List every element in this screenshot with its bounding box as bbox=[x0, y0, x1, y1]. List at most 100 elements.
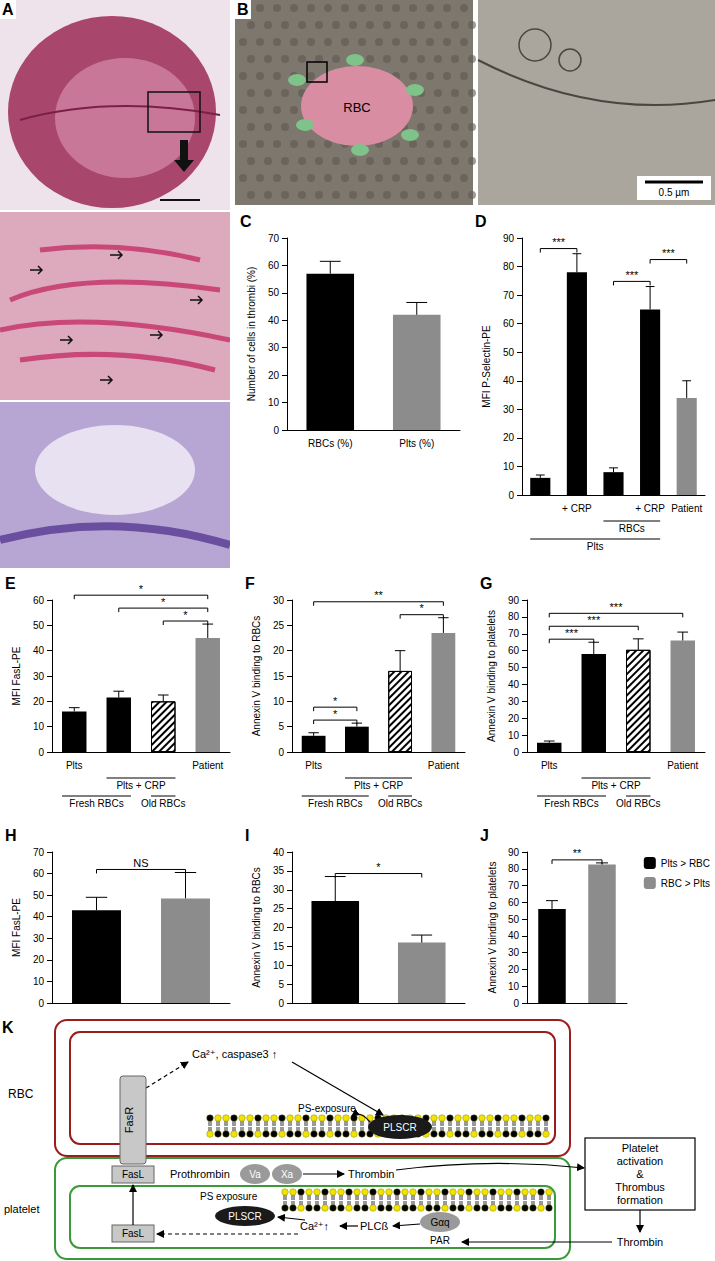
svg-text:RBC: RBC bbox=[8, 1087, 34, 1101]
svg-text:70: 70 bbox=[268, 233, 280, 244]
svg-text:Fresh RBCs: Fresh RBCs bbox=[69, 798, 123, 809]
svg-text:+ CRP: + CRP bbox=[635, 503, 665, 514]
svg-text:10: 10 bbox=[33, 976, 45, 987]
svg-text:80: 80 bbox=[508, 863, 520, 874]
svg-text:20: 20 bbox=[273, 645, 285, 656]
svg-text:0: 0 bbox=[38, 747, 44, 758]
svg-text:50: 50 bbox=[33, 620, 45, 631]
svg-text:40: 40 bbox=[268, 315, 280, 326]
svg-text:10: 10 bbox=[273, 960, 285, 971]
svg-text:***: *** bbox=[662, 247, 676, 259]
svg-text:*: * bbox=[183, 609, 188, 621]
svg-text:0: 0 bbox=[513, 998, 519, 1009]
svg-text:*: * bbox=[161, 596, 166, 608]
svg-text:MFI FasL-PE: MFI FasL-PE bbox=[11, 898, 22, 957]
svg-text:Old RBCs: Old RBCs bbox=[378, 798, 422, 809]
svg-text:70: 70 bbox=[508, 880, 520, 891]
svg-text:B: B bbox=[237, 1, 249, 18]
svg-text:*: * bbox=[420, 602, 425, 614]
svg-text:Gαq: Gαq bbox=[430, 1217, 449, 1228]
svg-text:30: 30 bbox=[33, 671, 45, 682]
svg-text:**: ** bbox=[573, 847, 582, 859]
svg-text:20: 20 bbox=[273, 922, 285, 933]
svg-text:Patient: Patient bbox=[428, 760, 459, 771]
svg-text:*: * bbox=[333, 695, 338, 707]
svg-text:Fresh RBCs: Fresh RBCs bbox=[544, 798, 598, 809]
svg-text:70: 70 bbox=[33, 847, 45, 858]
svg-text:*: * bbox=[376, 861, 381, 873]
svg-text:40: 40 bbox=[33, 911, 45, 922]
svg-text:Xa: Xa bbox=[281, 1169, 294, 1180]
svg-text:20: 20 bbox=[508, 713, 520, 724]
svg-text:0: 0 bbox=[508, 490, 514, 501]
svg-text:30: 30 bbox=[508, 696, 520, 707]
svg-text:Patient: Patient bbox=[671, 503, 702, 514]
svg-text:40: 40 bbox=[33, 645, 45, 656]
svg-text:30: 30 bbox=[503, 404, 515, 415]
svg-text:Plts: Plts bbox=[587, 541, 604, 552]
svg-text:30: 30 bbox=[273, 595, 285, 606]
svg-text:40: 40 bbox=[503, 375, 515, 386]
svg-text:RBC > Plts: RBC > Plts bbox=[661, 878, 710, 889]
svg-text:80: 80 bbox=[503, 261, 515, 272]
svg-text:&: & bbox=[636, 1168, 644, 1180]
svg-text:Thrombin: Thrombin bbox=[348, 1168, 394, 1180]
svg-text:30: 30 bbox=[268, 342, 280, 353]
svg-text:10: 10 bbox=[508, 730, 520, 741]
svg-text:Plts + CRP: Plts + CRP bbox=[591, 780, 641, 791]
svg-text:0: 0 bbox=[513, 747, 519, 758]
svg-text:10: 10 bbox=[268, 397, 280, 408]
svg-text:20: 20 bbox=[33, 696, 45, 707]
svg-text:NS: NS bbox=[133, 857, 148, 869]
svg-text:*: * bbox=[333, 708, 338, 720]
svg-text:40: 40 bbox=[273, 847, 285, 858]
svg-text:***: *** bbox=[565, 627, 579, 639]
svg-text:Va: Va bbox=[249, 1169, 261, 1180]
svg-text:Old RBCs: Old RBCs bbox=[141, 798, 185, 809]
svg-text:Thrombin: Thrombin bbox=[617, 1236, 663, 1248]
svg-text:C: C bbox=[240, 213, 252, 230]
svg-text:K: K bbox=[2, 1019, 14, 1036]
svg-text:90: 90 bbox=[503, 233, 515, 244]
svg-text:Plts + CRP: Plts + CRP bbox=[116, 780, 166, 791]
svg-text:5: 5 bbox=[278, 979, 284, 990]
svg-text:10: 10 bbox=[33, 721, 45, 732]
svg-text:PAR: PAR bbox=[430, 1235, 450, 1246]
svg-text:MFI FasL-PE: MFI FasL-PE bbox=[11, 646, 22, 705]
svg-text:Thrombus: Thrombus bbox=[615, 1181, 665, 1193]
svg-text:J: J bbox=[480, 827, 489, 844]
svg-text:50: 50 bbox=[508, 662, 520, 673]
svg-text:Plts: Plts bbox=[541, 760, 558, 771]
svg-text:60: 60 bbox=[33, 868, 45, 879]
svg-text:20: 20 bbox=[508, 964, 520, 975]
svg-text:80: 80 bbox=[508, 611, 520, 622]
svg-text:20: 20 bbox=[268, 370, 280, 381]
svg-text:MFI P-Selectin-PE: MFI P-Selectin-PE bbox=[481, 325, 492, 408]
svg-text:PLSCR: PLSCR bbox=[383, 1122, 416, 1133]
svg-text:60: 60 bbox=[503, 318, 515, 329]
svg-text:*: * bbox=[139, 583, 144, 595]
svg-text:G: G bbox=[480, 575, 492, 592]
svg-text:formation: formation bbox=[617, 1194, 663, 1206]
svg-text:0: 0 bbox=[278, 747, 284, 758]
svg-text:60: 60 bbox=[508, 645, 520, 656]
svg-text:30: 30 bbox=[508, 947, 520, 958]
svg-text:FasL: FasL bbox=[122, 1169, 145, 1180]
svg-text:A: A bbox=[2, 1, 14, 18]
svg-text:+ CRP: + CRP bbox=[562, 503, 592, 514]
svg-text:PS-exposure: PS-exposure bbox=[298, 1103, 356, 1114]
svg-text:***: *** bbox=[587, 614, 601, 626]
svg-text:Old RBCs: Old RBCs bbox=[616, 798, 660, 809]
svg-text:F: F bbox=[245, 575, 255, 592]
svg-text:Ca²⁺, caspase3 ↑: Ca²⁺, caspase3 ↑ bbox=[192, 1048, 277, 1060]
svg-text:10: 10 bbox=[273, 696, 285, 707]
svg-text:Prothrombin: Prothrombin bbox=[170, 1168, 230, 1180]
svg-text:D: D bbox=[475, 213, 487, 230]
svg-text:FasR: FasR bbox=[123, 1107, 135, 1133]
svg-text:0.5 µm: 0.5 µm bbox=[659, 187, 690, 198]
svg-text:70: 70 bbox=[508, 628, 520, 639]
svg-text:50: 50 bbox=[268, 287, 280, 298]
svg-text:0: 0 bbox=[273, 425, 279, 436]
svg-text:90: 90 bbox=[508, 847, 520, 858]
svg-text:60: 60 bbox=[268, 260, 280, 271]
